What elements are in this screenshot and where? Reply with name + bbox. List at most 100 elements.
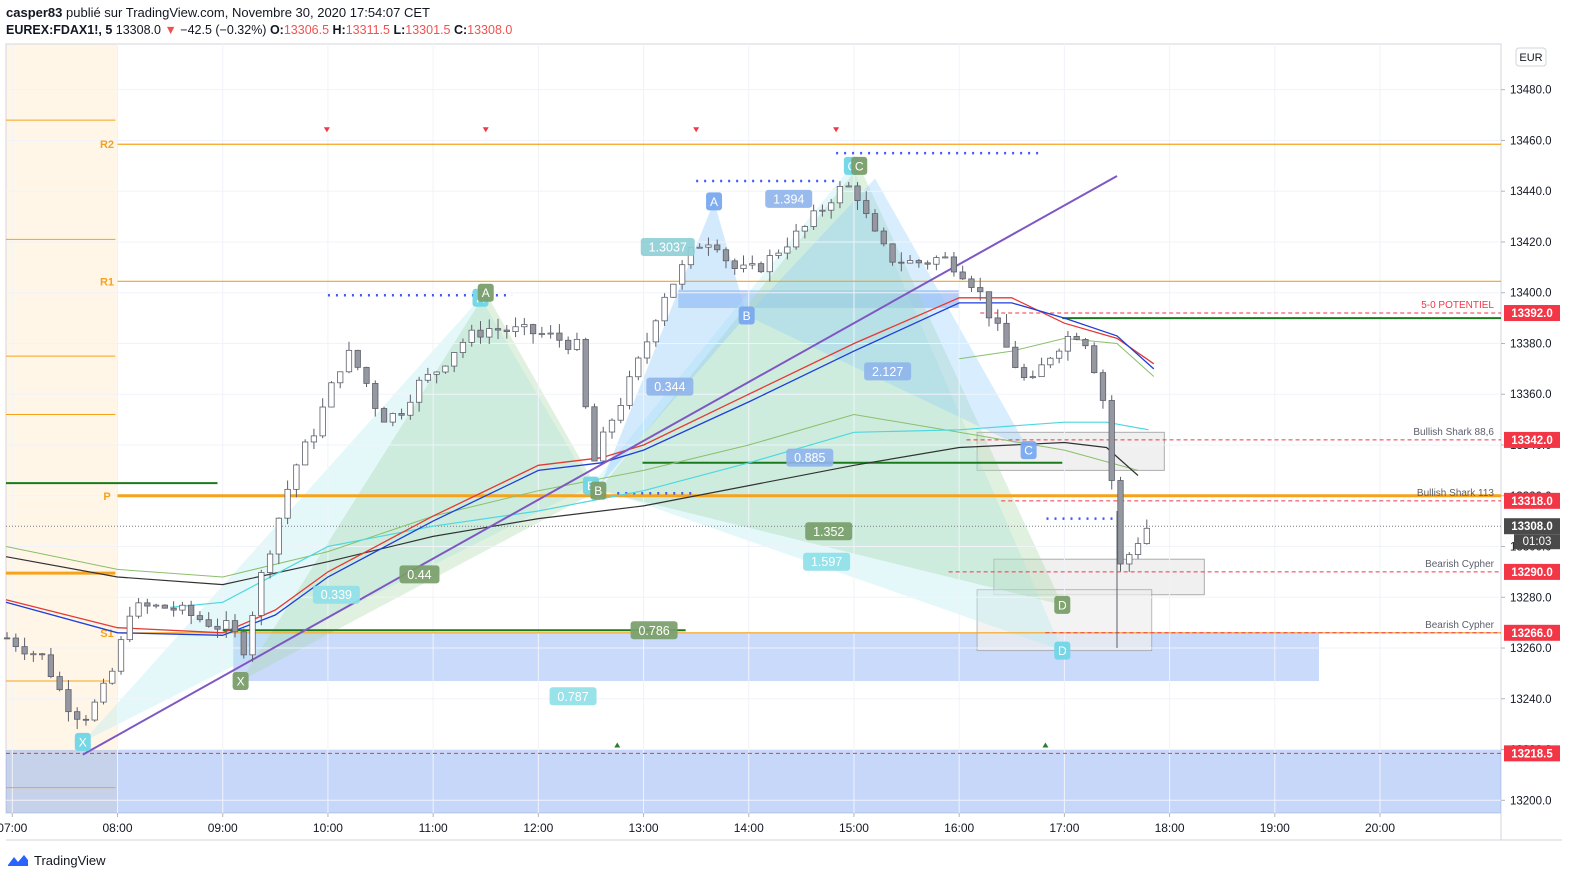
cyan-pattern-bcd	[590, 165, 1063, 651]
candle-down	[959, 271, 966, 280]
candle-down	[21, 646, 28, 655]
pivot-label-r2: R2	[100, 139, 114, 151]
currency-button[interactable]	[1515, 47, 1547, 67]
price-badge	[1504, 518, 1560, 535]
ratio-label: 0.344	[654, 380, 685, 394]
candle-down	[65, 689, 72, 713]
candle-up	[740, 264, 747, 269]
level-annotation: Bullish Shark 88,6	[1413, 427, 1494, 438]
level-annotation: Bearish Cypher	[1425, 559, 1495, 570]
pattern-point-a: A	[710, 195, 718, 209]
blue-pattern-bcd	[746, 178, 1029, 451]
ratio-label-bg	[786, 448, 834, 467]
candle-up	[661, 296, 668, 322]
candle-down	[82, 718, 90, 721]
candle-down	[74, 711, 81, 720]
candle-up	[705, 244, 712, 248]
bottom-support-zone	[6, 749, 1501, 813]
candle-up	[275, 517, 282, 555]
candle-up	[1038, 364, 1045, 378]
candle-down	[871, 213, 879, 232]
candle-down	[161, 604, 168, 609]
sma-green-short	[959, 337, 1155, 377]
candle-up	[126, 615, 133, 641]
price-axis: EUR13200.013220.013240.013260.013280.013…	[1501, 47, 1560, 807]
support-zone	[233, 632, 1319, 682]
price-badge-label: 13318.0	[1511, 496, 1553, 508]
ratio-label: 1.597	[811, 555, 842, 569]
candle-up	[1143, 527, 1150, 544]
candle-up	[249, 615, 256, 656]
candle-up	[538, 333, 545, 335]
candle-up	[293, 464, 300, 490]
candle-up	[573, 338, 581, 350]
price-badge-label: 13290.0	[1511, 567, 1553, 579]
time-tick-label: 19:00	[1260, 821, 1290, 835]
pattern-point-c: C	[1024, 444, 1033, 458]
candle-down	[968, 278, 975, 288]
pattern-point-d: D	[1058, 644, 1067, 658]
candle-up	[258, 572, 265, 616]
candle-down	[880, 230, 887, 245]
candle-down	[854, 185, 861, 201]
price-tick-label: 13240.0	[1510, 694, 1552, 706]
candle-up	[328, 382, 335, 408]
ratio-label-bg	[549, 687, 597, 706]
candle-up	[319, 406, 326, 437]
price-tick-label: 13380.0	[1510, 338, 1552, 350]
candle-up	[433, 371, 440, 375]
candle-down	[1012, 346, 1019, 368]
time-tick-label: 15:00	[839, 821, 869, 835]
price-badge-label: 13218.5	[1511, 748, 1553, 760]
price-tick-label: 13420.0	[1510, 237, 1552, 249]
candle-down	[565, 339, 572, 350]
price-badge-label: 13308.0	[1511, 521, 1553, 533]
price-tick-label: 13360.0	[1510, 389, 1552, 401]
pattern-point-bg	[477, 283, 494, 302]
footer-brand-text[interactable]: TradingView	[34, 852, 106, 868]
target-levels: 5-0 POTENTIEL Bullish Shark 88,6 Bullish S…	[6, 300, 1501, 754]
candle-down	[1020, 367, 1028, 379]
candle-up	[135, 602, 142, 617]
candle-down	[47, 654, 55, 678]
candle-down	[196, 615, 204, 621]
candle-up	[415, 379, 423, 403]
ratio-label: 0.787	[557, 690, 588, 704]
pattern-ratio-labels: 1.3037 1.394 0.344 2.127 0.885 1.352 1.597 0.44…	[312, 189, 912, 706]
candle-down	[214, 625, 221, 630]
ratio-label: 2.127	[872, 365, 903, 379]
price-tick-label: 13460.0	[1510, 135, 1552, 147]
candle-down	[144, 602, 151, 607]
candle-up	[468, 329, 475, 343]
candle-up	[337, 371, 344, 384]
price-badge	[1504, 431, 1560, 448]
candle-up	[117, 639, 125, 672]
publish-info: casper83 publié sur TradingView.com, Nov…	[6, 4, 1206, 22]
ratio-label-bg	[765, 189, 813, 208]
candle-down	[1073, 336, 1080, 340]
price-tick-label: 13280.0	[1510, 592, 1552, 604]
candle-down	[477, 329, 484, 338]
price-badge-label: 13392.0	[1511, 308, 1553, 320]
author-name[interactable]: casper83	[6, 5, 63, 20]
moving-averages	[5, 297, 1155, 636]
countdown-label: 01:03	[1523, 536, 1552, 548]
candle-up	[1029, 376, 1036, 379]
candle-up	[407, 401, 414, 416]
candle-down	[1082, 339, 1089, 347]
ratio-label-bg	[399, 565, 440, 584]
time-tick-label: 17:00	[1049, 821, 1079, 835]
purple-trendline[interactable]	[82, 175, 1118, 756]
candle-up	[109, 670, 116, 684]
candle-down	[12, 637, 19, 648]
candle-down	[56, 676, 63, 691]
time-tick-label: 14:00	[734, 821, 764, 835]
pattern-point-d: D	[1058, 598, 1067, 612]
candle-down	[231, 620, 239, 633]
ratio-label: 1.352	[813, 525, 844, 539]
fractal-up-arrow-icon	[1042, 742, 1049, 748]
pivot-label-p: P	[103, 491, 110, 503]
ratio-label-bg	[803, 552, 851, 571]
